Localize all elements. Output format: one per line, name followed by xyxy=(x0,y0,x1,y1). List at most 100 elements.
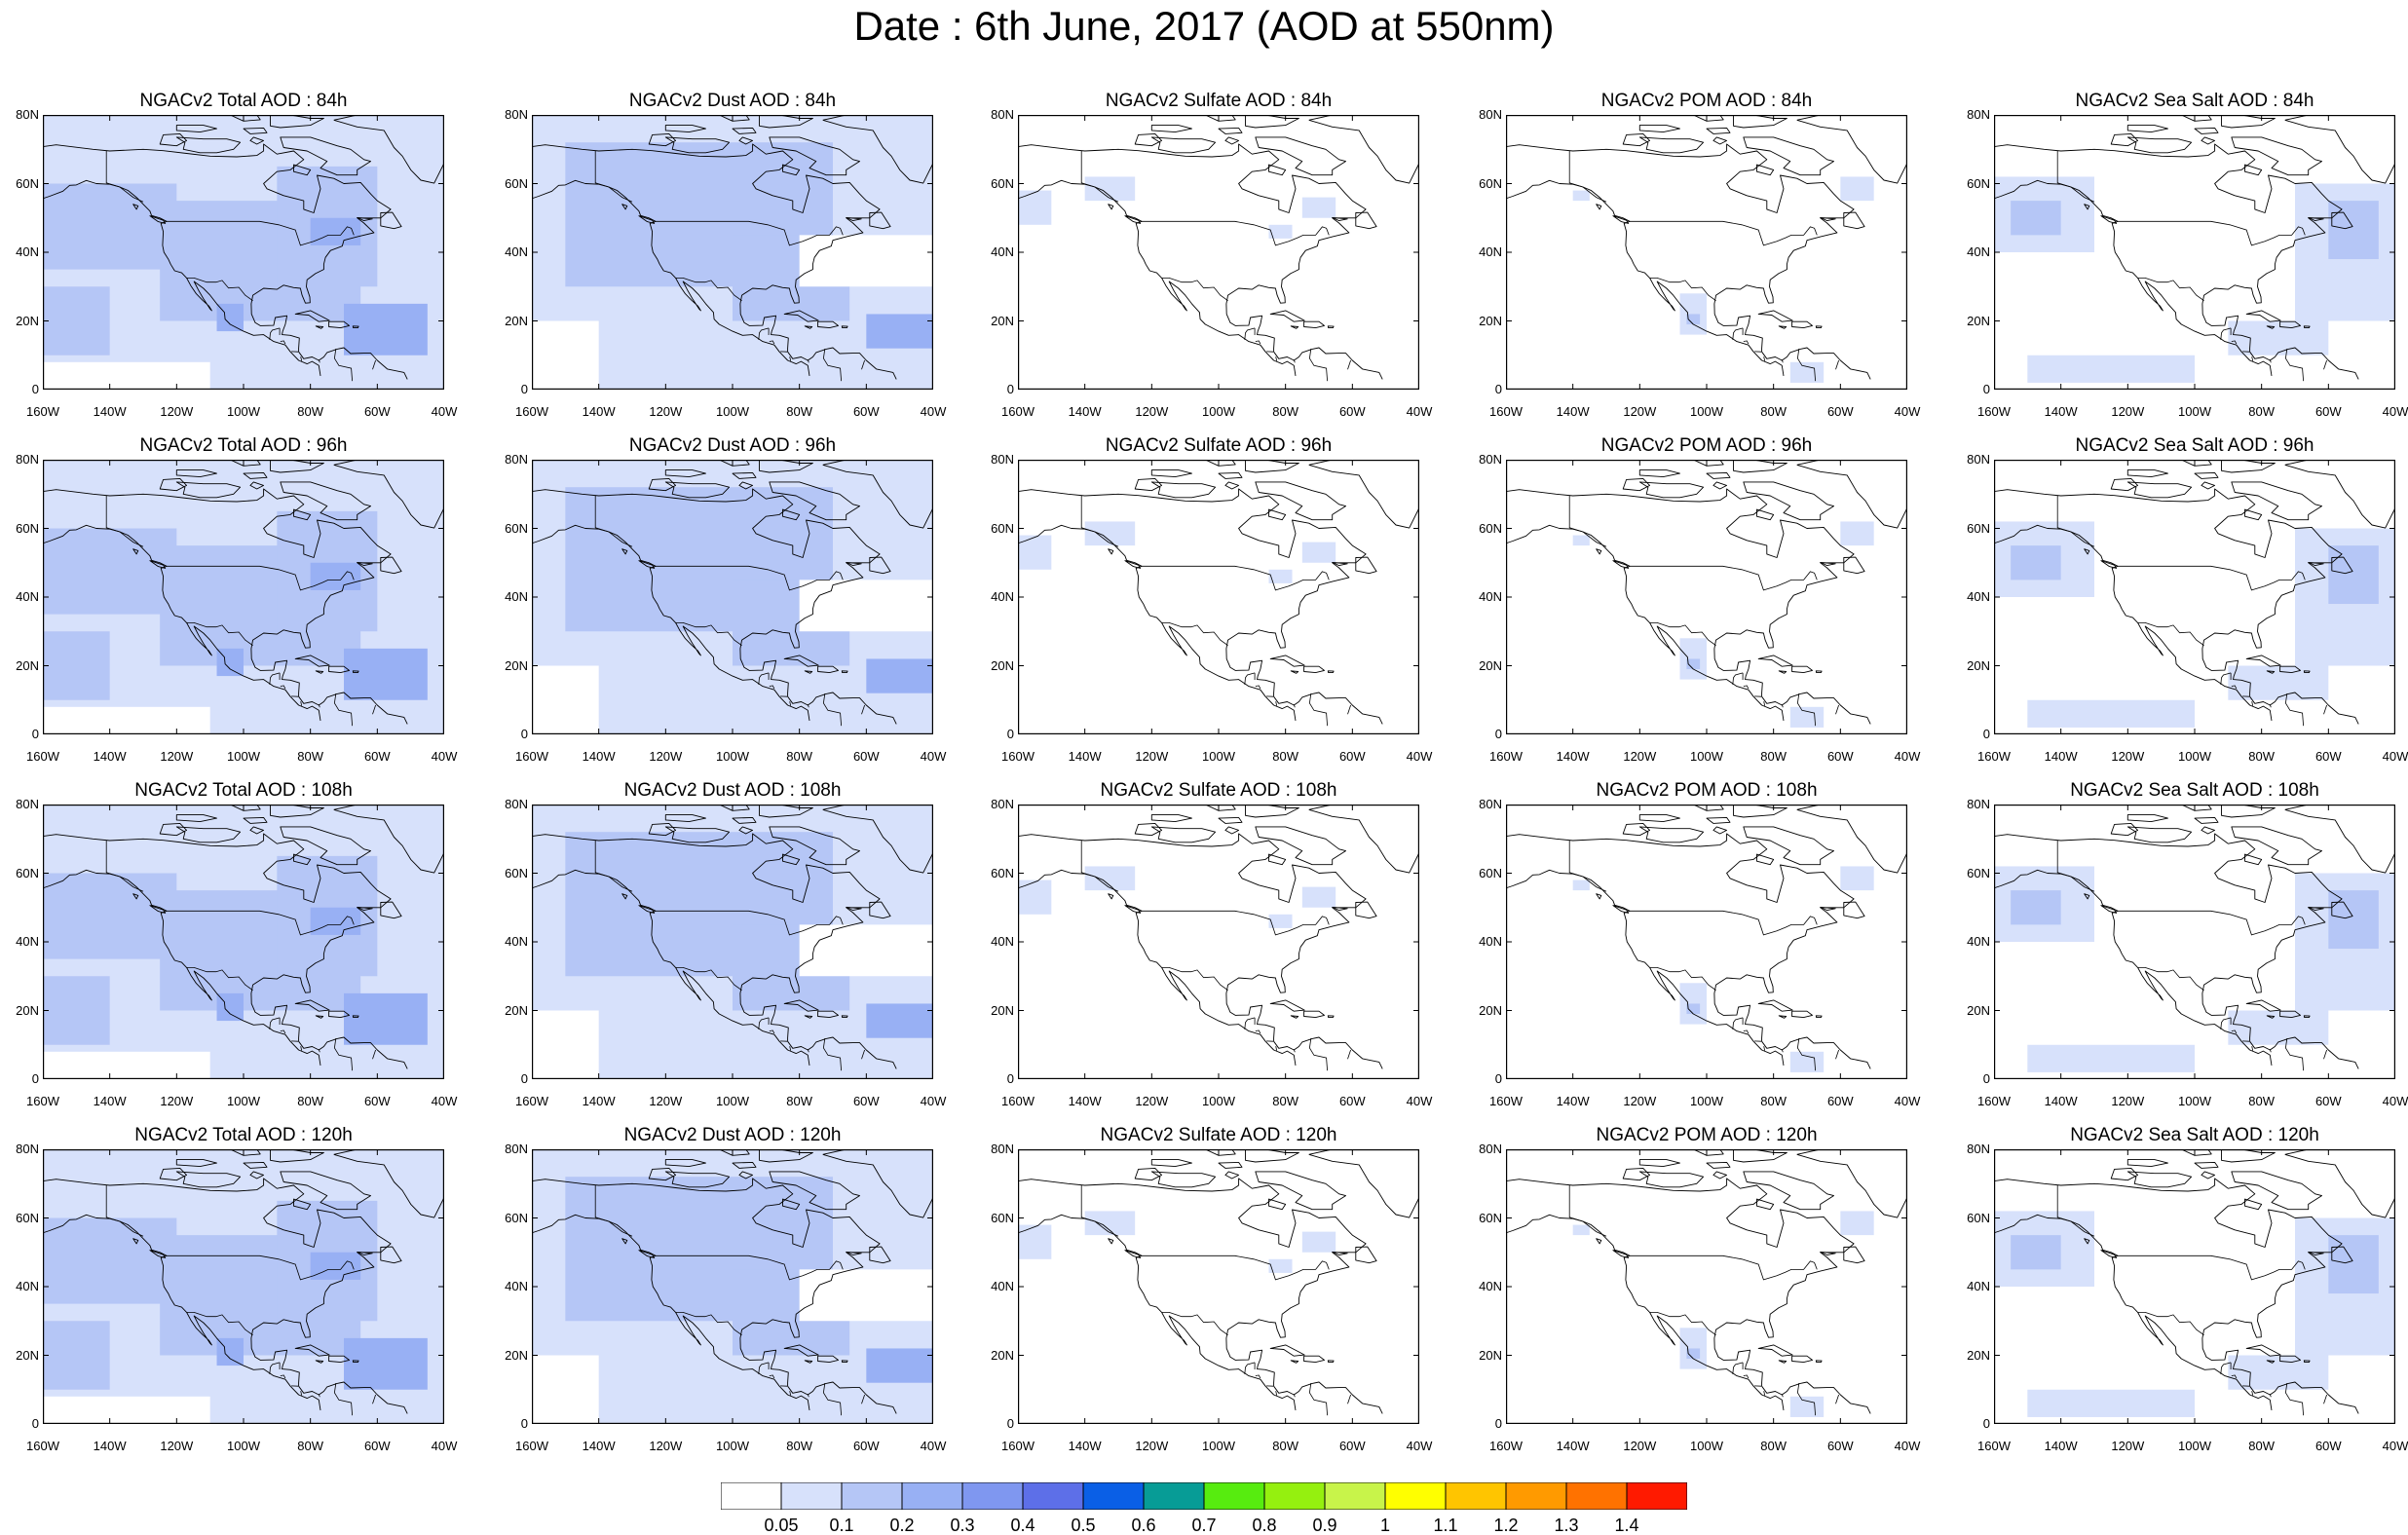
lon-tick-label: 100W xyxy=(1685,405,1728,419)
lon-tick-label: 120W xyxy=(1618,405,1661,419)
colorbar-label: 1.2 xyxy=(1482,1516,1530,1535)
colorbar-label: 0.5 xyxy=(1059,1516,1108,1535)
lon-tick-label: 100W xyxy=(1197,1095,1240,1108)
colorbar-label: 0.6 xyxy=(1119,1516,1168,1535)
lon-tick-label: 60W xyxy=(2307,750,2350,764)
lon-tick-label: 120W xyxy=(1618,1095,1661,1108)
map-plot xyxy=(1506,805,1907,1079)
map-plot xyxy=(1506,1149,1907,1424)
lat-tick-label: 60N xyxy=(1469,177,1502,191)
aod-field xyxy=(1018,536,1051,570)
lon-tick-label: 120W xyxy=(644,405,687,419)
lat-tick-label: 60N xyxy=(6,1212,39,1225)
map-plot xyxy=(1994,460,2395,734)
lat-tick-label: 20N xyxy=(981,315,1014,328)
lon-tick-label: 40W xyxy=(912,1440,955,1453)
aod-field xyxy=(1840,1211,1873,1235)
lon-tick-label: 80W xyxy=(1264,405,1307,419)
map-plot xyxy=(532,115,933,390)
lon-tick-label: 100W xyxy=(711,405,754,419)
lon-tick-label: 80W xyxy=(1264,1440,1307,1453)
lat-tick-label: 60N xyxy=(495,522,528,536)
lat-tick-label: 40N xyxy=(1469,935,1502,949)
lon-tick-label: 80W xyxy=(778,1440,821,1453)
lat-tick-label: 40N xyxy=(6,590,39,604)
colorbar-label: 0.7 xyxy=(1180,1516,1228,1535)
colorbar-swatch xyxy=(1627,1482,1687,1510)
colorbar-label: 0.8 xyxy=(1240,1516,1289,1535)
lon-tick-label: 120W xyxy=(1130,1095,1173,1108)
aod-field xyxy=(43,184,176,270)
lon-tick-label: 160W xyxy=(21,1095,64,1108)
aod-field xyxy=(2027,700,2195,728)
aod-field xyxy=(2328,201,2379,259)
aod-field xyxy=(311,563,361,590)
aod-field xyxy=(800,580,933,631)
lat-tick-label: 20N xyxy=(6,1349,39,1363)
aod-field xyxy=(2027,356,2195,383)
lon-tick-label: 140W xyxy=(89,1095,132,1108)
colorbar-swatch xyxy=(1506,1482,1566,1510)
lat-tick-label: 0 xyxy=(6,1072,39,1086)
colorbar-swatch xyxy=(902,1482,962,1510)
lat-tick-label: 80N xyxy=(1469,798,1502,811)
aod-field xyxy=(43,1052,210,1079)
lat-tick-label: 40N xyxy=(1957,1280,1990,1293)
aod-field xyxy=(1790,362,1824,383)
lon-tick-label: 40W xyxy=(1886,405,1929,419)
lat-tick-label: 60N xyxy=(495,1212,528,1225)
lat-tick-label: 80N xyxy=(1957,108,1990,122)
lon-tick-label: 60W xyxy=(356,1095,398,1108)
lon-tick-label: 40W xyxy=(1886,1095,1929,1108)
panel-title: NGACv2 Sulfate AOD : 96h xyxy=(1018,434,1419,458)
map-plot xyxy=(1018,805,1419,1079)
aod-field xyxy=(344,649,428,700)
aod-field xyxy=(2011,201,2061,235)
panel-title: NGACv2 Total AOD : 84h xyxy=(43,90,444,113)
lon-tick-label: 160W xyxy=(510,750,553,764)
map-plot xyxy=(1506,460,1907,734)
lon-tick-label: 100W xyxy=(1197,750,1240,764)
lat-tick-label: 20N xyxy=(1957,1004,1990,1018)
lon-tick-label: 80W xyxy=(1752,1095,1795,1108)
aod-field xyxy=(311,218,361,245)
lat-tick-label: 0 xyxy=(495,728,528,741)
lat-tick-label: 0 xyxy=(1469,383,1502,396)
lon-tick-label: 100W xyxy=(222,750,265,764)
aod-field xyxy=(1790,1052,1824,1072)
colorbar-swatch xyxy=(1083,1482,1144,1510)
aod-field xyxy=(1302,543,1336,563)
lon-tick-label: 80W xyxy=(1264,750,1307,764)
lon-tick-label: 160W xyxy=(1485,405,1527,419)
aod-field xyxy=(1302,1232,1336,1253)
panel-title: NGACv2 Sulfate AOD : 120h xyxy=(1018,1124,1419,1147)
panel-title: NGACv2 Dust AOD : 108h xyxy=(532,779,933,803)
lat-tick-label: 0 xyxy=(1957,1417,1990,1431)
aod-field xyxy=(43,1397,210,1424)
lat-tick-label: 60N xyxy=(1957,1212,1990,1225)
lat-tick-label: 0 xyxy=(981,1072,1014,1086)
lon-tick-label: 140W xyxy=(578,1440,621,1453)
colorbar-swatch xyxy=(1144,1482,1204,1510)
colorbar-label: 0.2 xyxy=(878,1516,926,1535)
lat-tick-label: 80N xyxy=(1957,1142,1990,1156)
panel-title: NGACv2 Sulfate AOD : 84h xyxy=(1018,90,1419,113)
colorbar-label: 1.4 xyxy=(1602,1516,1651,1535)
map-plot xyxy=(1506,115,1907,390)
lat-tick-label: 60N xyxy=(495,867,528,880)
aod-field xyxy=(1085,521,1136,545)
lat-tick-label: 0 xyxy=(495,1417,528,1431)
lon-tick-label: 120W xyxy=(644,1440,687,1453)
lon-tick-label: 60W xyxy=(1331,1440,1373,1453)
lat-tick-label: 40N xyxy=(1469,1280,1502,1293)
lat-tick-label: 80N xyxy=(1469,108,1502,122)
map-plot xyxy=(532,805,933,1079)
lon-tick-label: 120W xyxy=(2106,750,2149,764)
panel-title: NGACv2 Sea Salt AOD : 120h xyxy=(1994,1124,2395,1147)
lon-tick-label: 80W xyxy=(289,1440,332,1453)
lon-tick-label: 40W xyxy=(423,1440,466,1453)
